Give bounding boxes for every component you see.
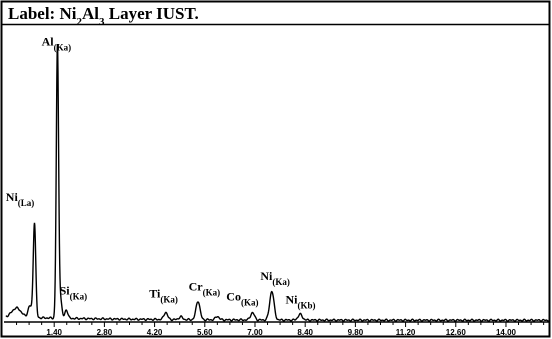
x-tick-label: 8.40 (297, 328, 313, 337)
peak-label-si: Si(Ka) (60, 284, 88, 302)
x-tick-label: 2.80 (97, 328, 113, 337)
x-tick-label: 5.60 (197, 328, 213, 337)
peak-label-cr: Cr(Ka) (189, 279, 221, 297)
peak-labels: Al(Ka)Ni(La)Si(Ka) Ti(Ka)Cr(Ka) Co(Ka)Ni(K… (6, 35, 316, 311)
peak-label-ni: Ni(Ka) (260, 269, 290, 287)
x-tick-label: 14.00 (496, 328, 517, 337)
peak-label-ni: Ni(La) (6, 190, 35, 208)
x-tick-label: 12.60 (446, 328, 467, 337)
x-tick-label: 1.40 (46, 328, 62, 337)
chart-title: Label: Ni2Al3 Layer IUST. (8, 4, 199, 28)
peak-label-ti: Ti(Ka) (149, 287, 178, 305)
peak-label-al: Al(Ka) (42, 35, 72, 53)
x-tick-label: 7.00 (247, 328, 263, 337)
spectrum-line (5, 44, 550, 322)
x-tick-label: 11.20 (396, 328, 416, 337)
x-tick-label: 9.80 (348, 328, 364, 337)
peak-label-ni: Ni(Kb) (285, 292, 315, 310)
x-axis: 1.40 2.80 4.20 5.60 7.00 8.40 9.80 11.20 12.60 14… (4, 321, 549, 337)
x-tick-label: 4.20 (147, 328, 163, 337)
plot-area (5, 44, 550, 322)
peak-label-co: Co(Ka) (226, 289, 258, 307)
